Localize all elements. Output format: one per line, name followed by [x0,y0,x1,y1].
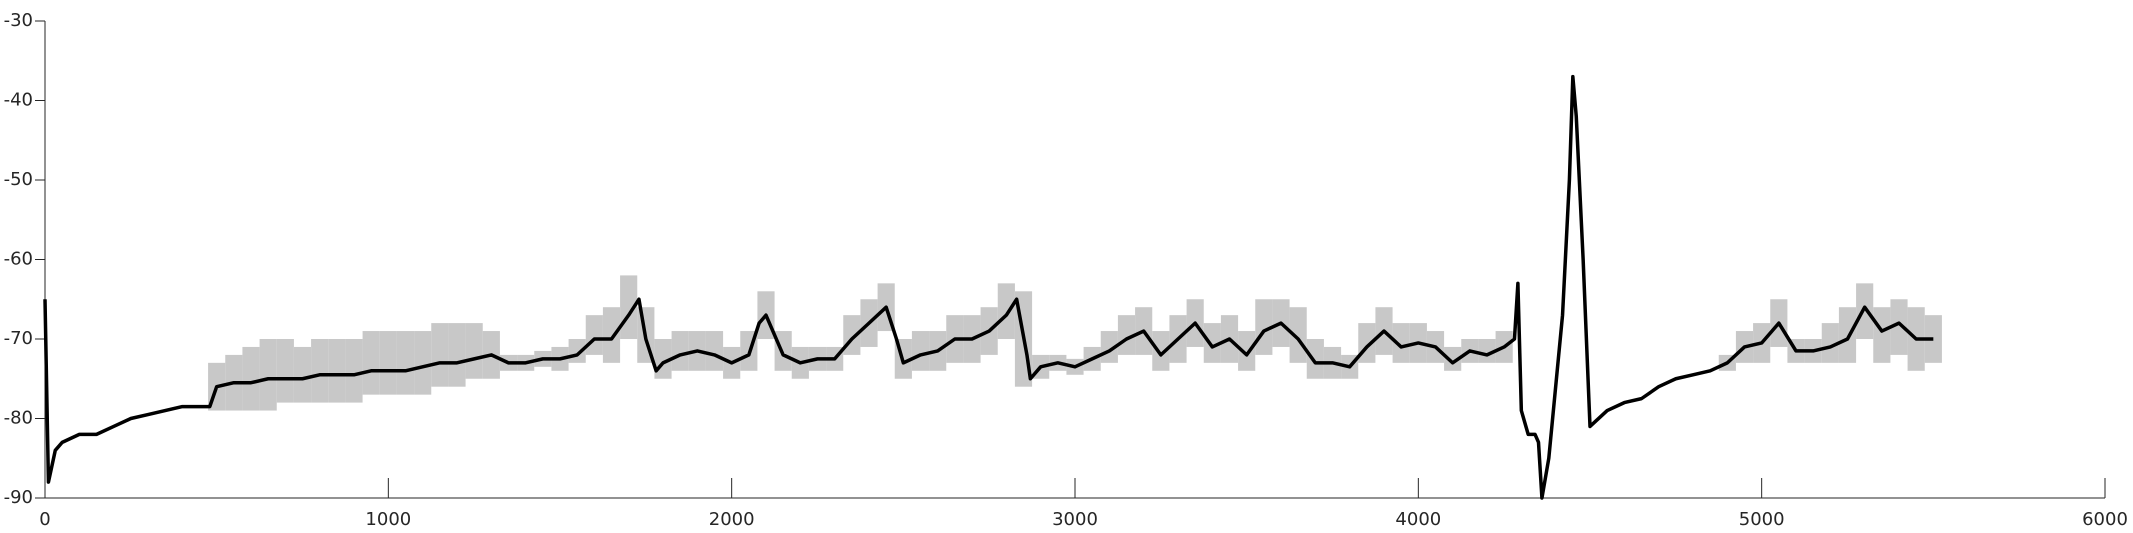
noise-band [1821,323,1839,363]
y-tick-label: -30 [4,10,33,31]
noise-band [602,307,621,363]
noise-band [1873,307,1891,363]
noise-band [671,331,689,371]
x-tick-label: 3000 [1052,509,1098,530]
noise-band [276,339,294,403]
noise-band [705,331,724,371]
x-tick-label: 2000 [709,509,755,530]
noise-band [465,323,483,379]
noise-band [362,331,380,395]
noise-band [1289,307,1307,363]
noise-band [293,346,312,403]
y-tick-label: -70 [4,328,33,349]
noise-band [345,339,363,403]
noise-band [1306,339,1324,379]
noise-band [1392,323,1410,363]
noise-band [1117,315,1136,355]
y-tick-label: -40 [4,90,33,111]
noise-band [1890,299,1908,355]
y-tick-label: -80 [4,408,33,429]
noise-band [911,331,930,371]
noise-band [1255,299,1273,355]
noise-band [448,323,466,387]
y-tick-label: -50 [4,169,33,190]
x-tick-label: 1000 [365,509,411,530]
noise-band [1238,331,1256,371]
noise-band [1444,346,1462,371]
noise-band [997,283,1015,339]
noise-band [1203,323,1221,363]
noise-band [414,331,432,395]
noise-band [431,323,449,387]
x-tick-label: 0 [39,509,50,530]
y-tick-label: -90 [4,487,33,508]
noise-band [242,346,260,411]
noise-band [311,339,329,403]
x-tick-label: 4000 [1395,509,1441,530]
y-tick-label: -60 [4,249,33,270]
noise-band [585,315,603,355]
noise-band [1100,331,1118,363]
x-tick-label: 6000 [2082,509,2128,530]
noise-band [1152,331,1170,371]
noise-band [1478,339,1496,363]
x-tick-label: 5000 [1739,509,1785,530]
noise-band [259,339,277,411]
noise-band [1856,283,1874,339]
noise-band [328,339,346,403]
noise-band [396,331,415,395]
signal-line [43,74,1934,500]
noise-band [1838,307,1857,363]
noise-band [379,331,397,395]
